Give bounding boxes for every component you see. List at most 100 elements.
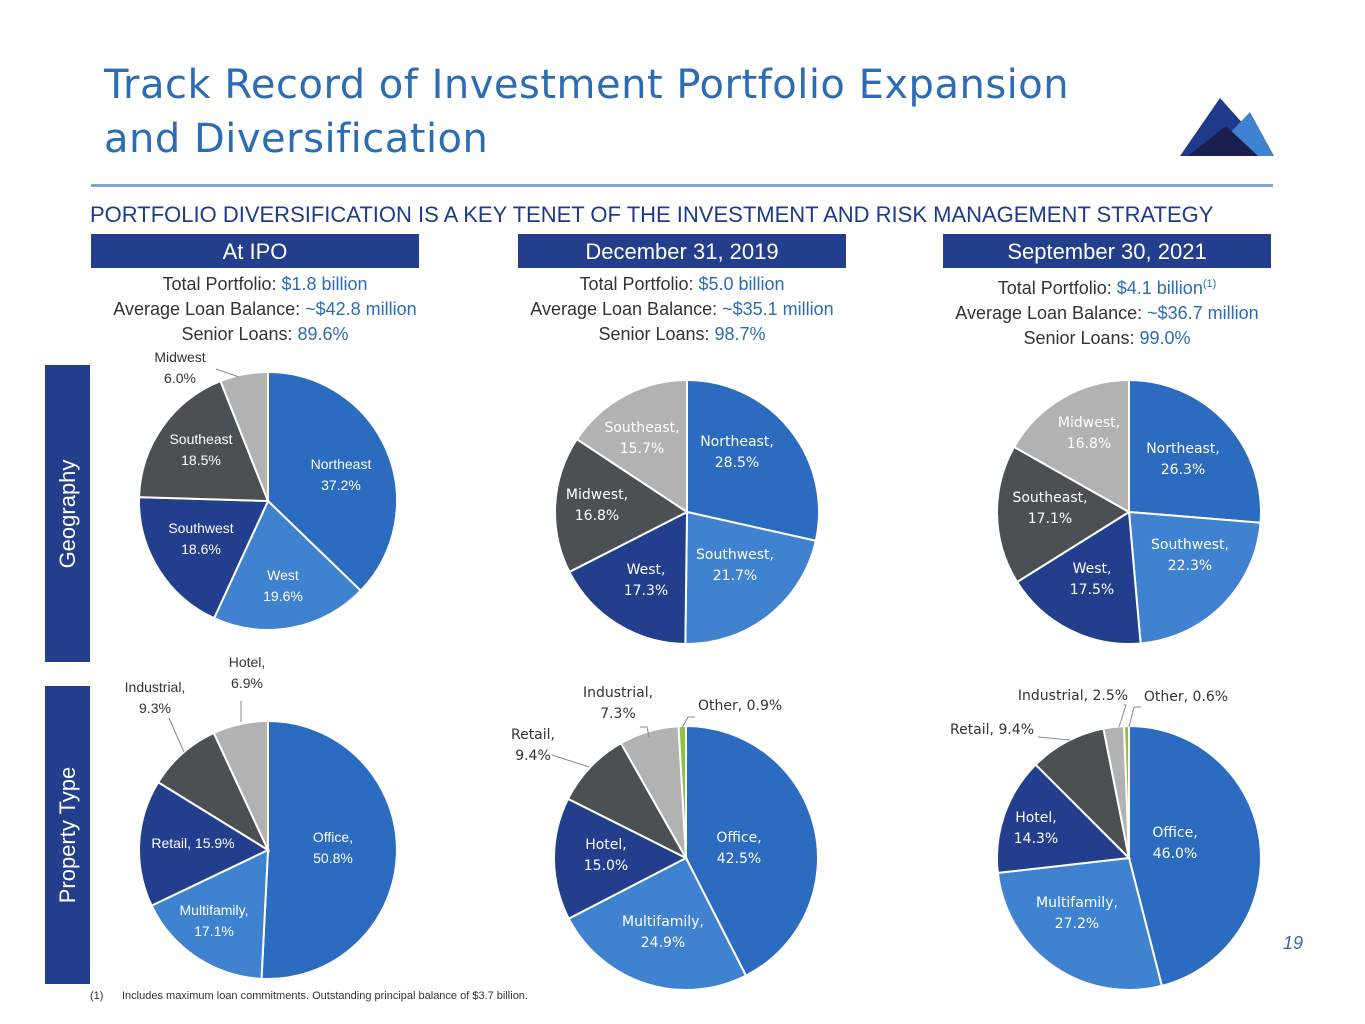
slice-label-retail: Retail, 9.4% [511, 727, 555, 764]
average-loan-balance: Average Loan Balance: ~$36.7 million [955, 303, 1259, 323]
leader-line [681, 716, 695, 729]
slice-label-northeast: Northeast, 26.3% [1146, 441, 1220, 478]
pie-slice-west [1015, 510, 1142, 645]
slice-label-west: West 19.6% [263, 567, 303, 604]
pie-slice-southwest [1127, 510, 1262, 645]
leader-line [551, 754, 590, 768]
average-loan-balance-value: ~$42.8 million [305, 299, 417, 319]
leader-line [1118, 704, 1127, 728]
senior-loans: Senior Loans: 99.0% [1023, 328, 1191, 348]
slice-label-other: Other, 0.9% [698, 698, 782, 714]
total-portfolio-value: $5.0 billion [698, 274, 785, 294]
pie-slice-hotel [553, 797, 689, 921]
leader-line [640, 726, 650, 738]
pie-slice-southwest [138, 496, 270, 620]
slice-label-multifamily: Multifamily, 17.1% [180, 902, 249, 939]
pie-slice-northeast [686, 378, 820, 542]
slice-label-industrial: Industrial, 7.3% [583, 685, 653, 722]
pie-slice-midwest [1012, 378, 1130, 514]
slice-label-southeast: Southeast, 15.7% [604, 420, 679, 457]
slice-label-southeast: Southeast, 17.1% [1012, 490, 1087, 527]
average-loan-balance-value: ~$35.1 million [722, 299, 834, 319]
slice-label-hotel: Hotel, 6.9% [229, 654, 266, 691]
column-header-ipo: At IPO [91, 234, 419, 268]
senior-loans-value: 98.7% [714, 324, 766, 344]
slice-label-office: Office, 46.0% [1152, 825, 1197, 862]
sep2021-geography-pie: Northeast, 26.3% Southwest, 22.3% West, 17.5%… [996, 378, 1262, 645]
average-loan-balance: Average Loan Balance: ~$42.8 million [113, 299, 417, 319]
dec2019-property-type-pie: Office, 42.5% Multifamily, 24.9% Hotel, 15.0%… [511, 685, 819, 991]
pie-slice-southwest [684, 510, 818, 645]
pie-slice-office [1128, 724, 1262, 988]
slice-label-southwest: Southwest, 22.3% [1151, 537, 1229, 574]
page-number: 19 [1283, 933, 1304, 953]
senior-loans-value: 89.6% [297, 324, 349, 344]
slice-label-northeast: Northeast, 28.5% [700, 434, 774, 471]
slice-label-retail: Retail, 9.4% [950, 722, 1034, 738]
section-subtitle: PORTFOLIO DIVERSIFICATION IS A KEY TENET… [90, 202, 1214, 227]
title-divider [91, 184, 1273, 187]
leader-line [1128, 706, 1141, 728]
slice-label-southwest: Southwest, 21.7% [696, 547, 774, 584]
leader-line [1037, 736, 1071, 741]
pie-slice-midwest [554, 437, 689, 574]
pie-slice-office [685, 724, 819, 977]
average-loan-balance: Average Loan Balance: ~$35.1 million [530, 299, 834, 319]
total-portfolio-value: $1.8 billion [281, 274, 368, 294]
slice-label-industrial: Industrial, 2.5% [1018, 688, 1128, 704]
slice-label-southwest: Southwest 18.6% [168, 520, 233, 557]
pie-slice-southeast [996, 445, 1131, 584]
footnote-ref: (1) [1202, 278, 1217, 290]
slice-label-southeast: Southeast 18.5% [169, 431, 232, 468]
stats-sep-2021: Total Portfolio: $4.1 billion(1) Average… [897, 272, 1317, 351]
leader-line [168, 717, 185, 753]
footnote: (1) Includes maximum loan commitments. Ou… [90, 990, 528, 1002]
slice-label-retail: Retail, 15.9% [151, 835, 234, 851]
pie-slice-midwest [219, 370, 269, 502]
pie-slice-southeast [575, 378, 688, 514]
slice-label-multifamily: Multifamily, 24.9% [622, 914, 704, 951]
leader-line [215, 368, 240, 378]
pie-slice-multifamily [996, 856, 1164, 991]
ipo-geography-pie: Northeast 37.2% West 19.6% Southwest 18.6% Sou… [138, 349, 398, 631]
pie-slice-multifamily [567, 856, 748, 991]
ipo-property-type-pie: Office, 50.8% Multifamily, 17.1% Retail, 15.… [125, 654, 398, 980]
slice-label-northeast: Northeast 37.2% [311, 456, 372, 493]
pie-slice-west [568, 510, 689, 646]
stats-dec-2019: Total Portfolio: $5.0 billion Average Lo… [472, 272, 892, 347]
total-portfolio-value: $4.1 billion [1116, 278, 1203, 298]
pie-slice-retail [1034, 727, 1131, 862]
pie-slice-retail [566, 741, 689, 861]
slice-label-other: Other, 0.6% [1144, 689, 1228, 705]
total-portfolio: Total Portfolio: $5.0 billion [579, 274, 785, 294]
senior-loans-value: 99.0% [1139, 328, 1191, 348]
pie-slice-west [212, 499, 363, 631]
row-label-property-type: Property Type [45, 686, 90, 984]
slice-label-office: Office, 42.5% [716, 830, 761, 867]
senior-loans: Senior Loans: 89.6% [181, 324, 349, 344]
column-header-sep-2021: September 30, 2021 [943, 234, 1271, 268]
slice-label-hotel: Hotel, 14.3% [1014, 810, 1058, 847]
column-header-dec-2019: December 31, 2019 [518, 234, 846, 268]
row-label-geography: Geography [45, 365, 90, 662]
pie-slice-retail [138, 780, 271, 907]
pie-slice-hotel [212, 719, 269, 851]
pie-slice-northeast [1128, 378, 1262, 524]
slice-label-industrial: Industrial, 9.3% [125, 679, 186, 716]
sep2021-property-type-pie: Office, 46.0% Multifamily, 27.2% Hotel, 14.3%… [950, 688, 1262, 991]
slice-label-hotel: Hotel, 15.0% [584, 837, 628, 874]
pie-slice-northeast [267, 370, 398, 593]
page-title-line-2: and Diversification [104, 116, 489, 162]
pie-slice-hotel [996, 763, 1132, 875]
total-portfolio: Total Portfolio: $1.8 billion [162, 274, 368, 294]
page-title-line-1: Track Record of Investment Portfolio Exp… [104, 62, 1070, 108]
pie-slice-office [260, 719, 398, 980]
dec2019-geography-pie: Northeast, 28.5% Southwest, 21.7% West, 17.3%… [554, 378, 820, 646]
mountain-logo-icon [1180, 98, 1274, 156]
pie-slice-multifamily [150, 848, 270, 980]
senior-loans: Senior Loans: 98.7% [598, 324, 766, 344]
slice-label-west: West, 17.3% [624, 562, 668, 599]
total-portfolio: Total Portfolio: $4.1 billion(1) [997, 278, 1217, 298]
pie-slice-other [677, 724, 687, 859]
